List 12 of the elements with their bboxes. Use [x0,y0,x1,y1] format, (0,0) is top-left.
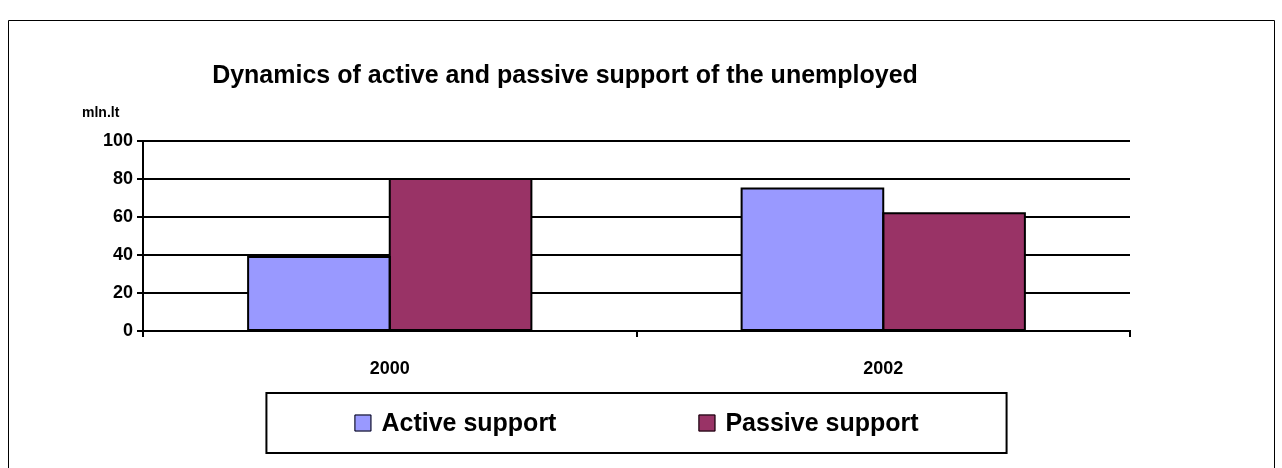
y-tick-label: 0 [122,319,133,340]
chart-title: Dynamics of active and passive support of the unemployed [212,59,918,88]
y-tick-label: 60 [112,205,133,226]
x-tick-label: 2002 [863,357,904,378]
y-tick-label: 40 [112,243,133,264]
x-tick-label: 2000 [369,357,410,378]
y-tick-label: 20 [112,281,133,302]
y-tick-label: 100 [102,129,133,150]
legend-label: Active support [381,407,558,436]
y-axis-title: mln.lt [82,103,120,120]
legend-label: Passive support [725,407,920,436]
y-tick-label: 80 [112,167,133,188]
